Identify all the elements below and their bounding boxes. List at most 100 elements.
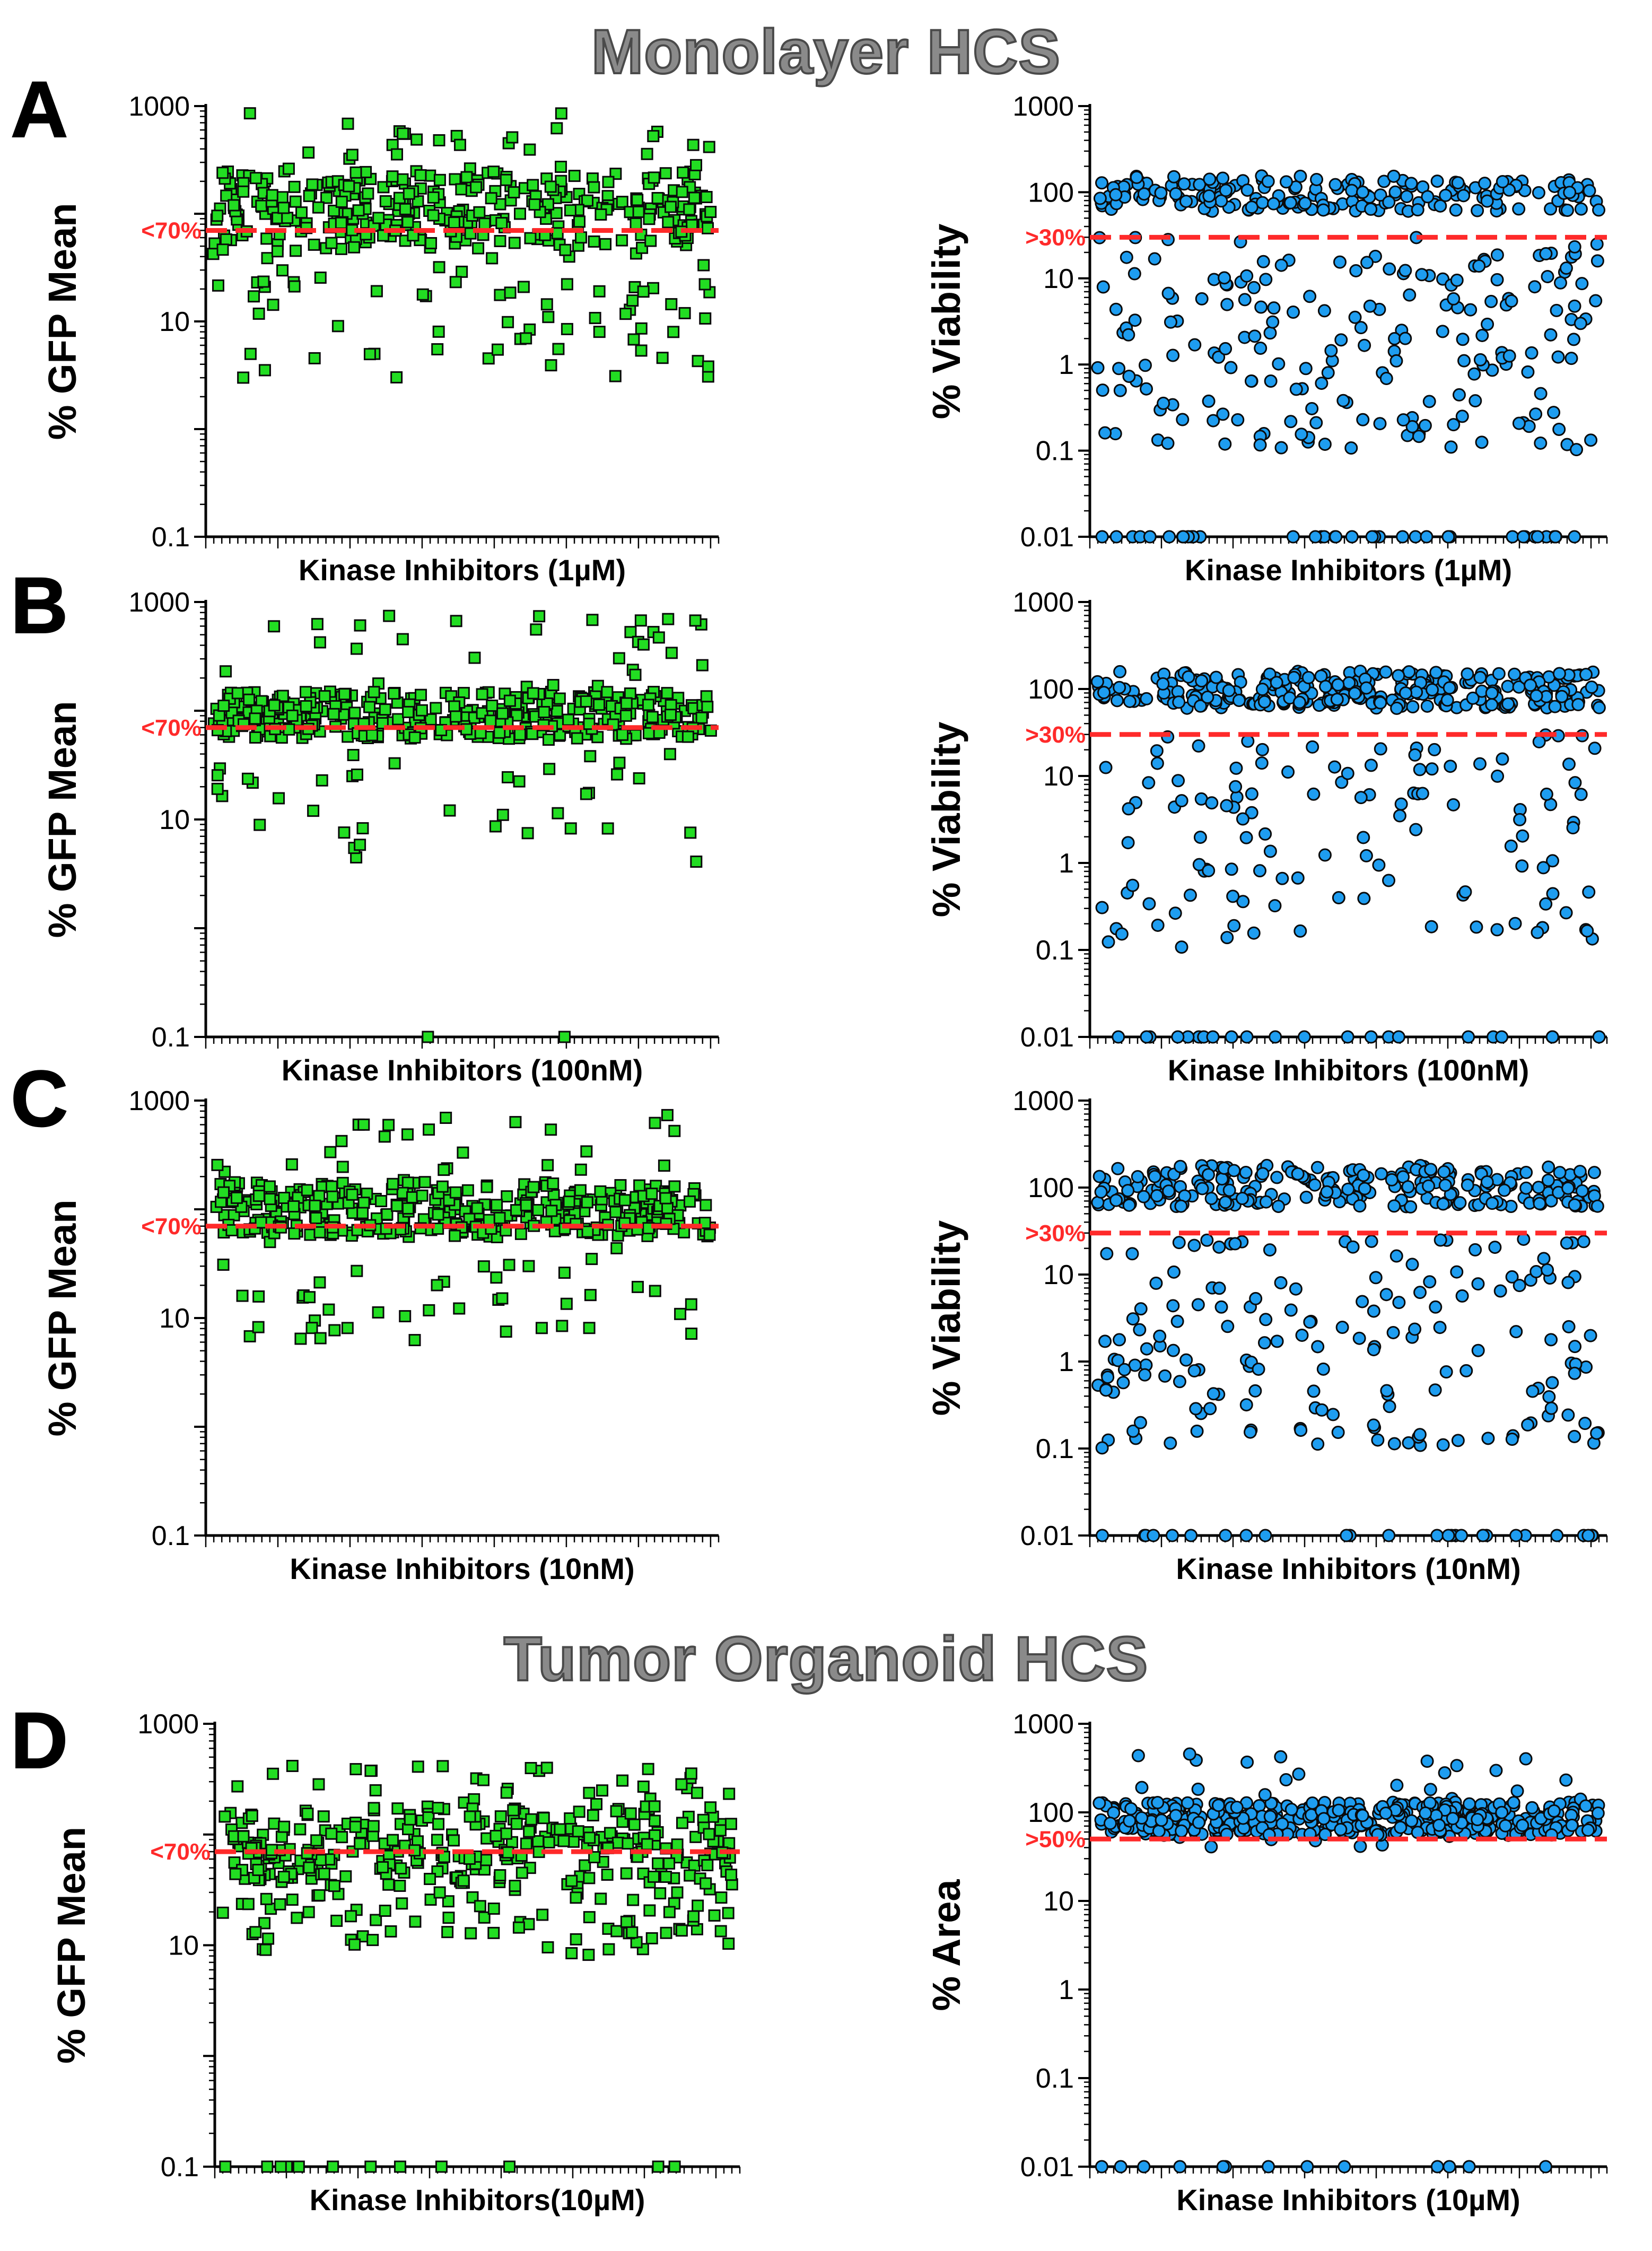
data-point [558,1031,571,1043]
data-point [1507,1796,1520,1810]
data-point [1097,686,1111,700]
data-point [1255,683,1269,696]
data-point [1429,666,1443,679]
data-point [1367,1418,1380,1432]
data-point [1207,414,1220,427]
data-point [568,170,581,182]
data-point [1521,1418,1535,1432]
data-point [1462,1030,1475,1044]
data-point [1529,689,1543,703]
data-point [1568,240,1581,254]
data-point [211,1158,224,1171]
data-point [1168,906,1182,920]
data-point [537,1812,550,1825]
data-point [1567,333,1580,346]
data-point [708,1909,721,1922]
data-point [688,191,701,204]
data-point [1394,1820,1408,1834]
data-point [1328,178,1342,191]
data-point [1137,1190,1150,1203]
data-point [541,1941,554,1953]
data-point [401,216,414,229]
data-point [523,1825,536,1838]
data-point [701,1859,714,1872]
data-point [663,748,676,761]
y-tick-label: 1000 [128,1086,190,1116]
data-point [423,1123,435,1136]
data-point [465,1927,477,1940]
data-point [1092,1170,1106,1183]
data-point [1098,1334,1112,1348]
data-point [652,1857,665,1870]
data-point [1536,861,1550,875]
data-point [260,1892,273,1905]
data-point [357,1197,370,1209]
data-point [1409,530,1422,544]
data-point [583,1872,596,1884]
data-point [1436,1438,1450,1452]
data-point [1341,1182,1355,1196]
data-point [1515,859,1529,873]
data-point [288,280,301,293]
data-point [1225,862,1238,876]
data-point [339,1870,352,1883]
data-point [1458,885,1472,899]
data-point [1162,1184,1176,1198]
data-point [345,1910,357,1923]
data-point [1341,1030,1354,1044]
data-point [1123,1814,1137,1828]
data-point [1166,1343,1180,1357]
data-point [1112,362,1126,376]
data-point [1307,787,1321,801]
data-point [1220,799,1234,813]
data-point [1319,679,1333,693]
data-point [391,148,404,161]
data-point [616,1774,629,1787]
data-point [1396,530,1410,544]
data-point [1508,667,1522,681]
data-point [589,312,601,325]
data-point [609,1206,622,1218]
data-point [1240,1755,1254,1769]
data-point [448,216,460,229]
data-point [379,195,392,207]
data-point [211,210,224,222]
data-point [1470,920,1483,934]
data-point [1389,354,1403,368]
data-point [634,614,647,627]
data-point [449,276,462,289]
data-point [1227,919,1241,932]
data-point [1590,1199,1604,1213]
data-point [1289,1282,1303,1296]
data-point [703,1228,716,1241]
data-point [394,2160,406,2173]
data-point [1521,365,1535,379]
data-point [550,207,563,220]
data-point [1506,530,1519,544]
data-point [1202,394,1216,408]
data-point [1226,889,1240,903]
data-point [1545,1030,1559,1044]
data-point [457,1146,469,1159]
data-point [1240,269,1254,283]
data-point [1467,367,1481,381]
data-point [418,1176,431,1189]
data-point [1485,1197,1499,1210]
data-point [477,1260,490,1273]
data-point [1169,187,1183,200]
data-point [1534,436,1548,450]
data-point [662,216,675,229]
data-point [1256,255,1270,268]
data-point [1166,348,1180,362]
data-point [1091,361,1105,374]
data-point [1116,1376,1130,1390]
data-point [1584,1329,1597,1342]
y-tick-label: 0.1 [152,1521,190,1551]
data-point [547,1177,560,1190]
data-point [328,204,340,217]
data-point [1195,674,1209,688]
data-point [1402,1436,1415,1450]
data-point [220,189,233,202]
data-point [254,818,266,831]
data-point [1398,331,1412,345]
